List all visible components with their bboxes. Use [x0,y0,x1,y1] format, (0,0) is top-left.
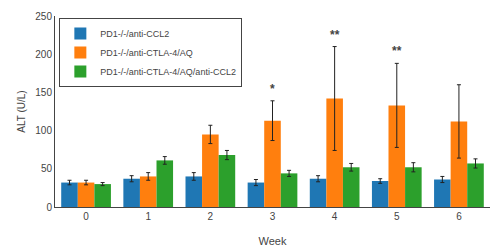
svg-text:*: * [270,82,275,96]
svg-text:100: 100 [35,125,52,136]
svg-text:4: 4 [332,211,338,222]
svg-text:0: 0 [46,202,52,213]
svg-text:1: 1 [145,211,151,222]
svg-text:0: 0 [83,211,89,222]
svg-text:50: 50 [41,163,53,174]
svg-text:5: 5 [394,211,400,222]
svg-text:2: 2 [208,211,214,222]
svg-text:6: 6 [456,211,462,222]
svg-text:ALT (U/L): ALT (U/L) [16,90,27,132]
svg-text:**: ** [330,28,340,42]
svg-text:**: ** [392,44,402,58]
svg-text:PD1-/-/anti-CTLA-4/AQ: PD1-/-/anti-CTLA-4/AQ [100,48,193,58]
svg-text:PD1-/-/anti-CCL2: PD1-/-/anti-CCL2 [100,29,169,39]
svg-text:150: 150 [35,87,52,98]
svg-text:200: 200 [35,49,52,60]
svg-text:PD1-/-/anti-CTLA-4/AQ/anti-CCL: PD1-/-/anti-CTLA-4/AQ/anti-CCL2 [100,67,236,77]
svg-text:Week: Week [259,235,287,247]
svg-text:3: 3 [270,211,276,222]
svg-text:250: 250 [35,11,52,22]
